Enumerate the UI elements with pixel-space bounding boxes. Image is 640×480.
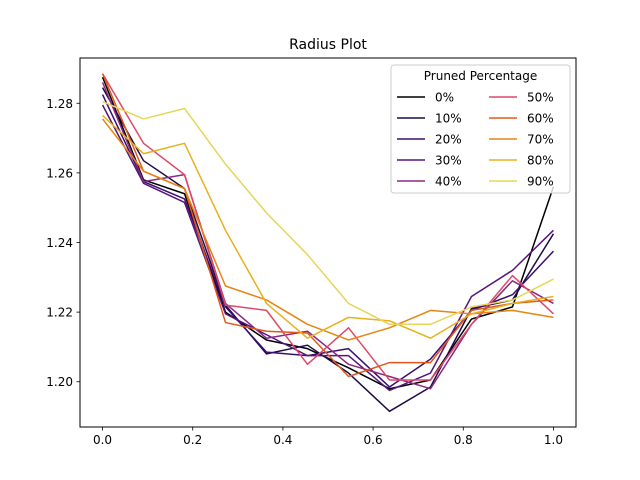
legend-label: 50% <box>527 91 554 105</box>
legend-label: 90% <box>527 175 554 189</box>
y-tick-label: 1.20 <box>46 375 73 389</box>
legend-label: 0% <box>435 91 454 105</box>
series-line-70pct <box>101 118 554 341</box>
series-line-50pct <box>101 73 554 381</box>
legend-label: 40% <box>435 175 462 189</box>
y-tick-label: 1.24 <box>46 236 73 250</box>
x-tick-label: 1.0 <box>544 433 563 447</box>
y-tick-label: 1.28 <box>46 97 73 111</box>
legend-label: 80% <box>527 154 554 168</box>
chart-title: Radius Plot <box>289 37 367 53</box>
x-axis: 0.0 0.2 0.4 0.6 0.8 1.0 <box>93 427 563 447</box>
y-tick-label: 1.26 <box>46 166 73 180</box>
legend-label: 70% <box>527 133 554 147</box>
y-tick-label: 1.22 <box>46 306 73 320</box>
legend-box <box>390 64 571 194</box>
series-layer <box>101 73 555 413</box>
series-line-90pct <box>102 100 554 326</box>
x-tick-label: 0.2 <box>183 433 202 447</box>
legend-label: 60% <box>527 112 554 126</box>
legend: Pruned Percentage 0% 10% 20% 30% 40% 50% 60% 70%… <box>390 64 571 194</box>
y-axis: 1.20 1.22 1.24 1.26 1.28 <box>46 97 80 389</box>
x-tick-label: 0.6 <box>364 433 383 447</box>
legend-label: 20% <box>435 133 462 147</box>
legend-label: 30% <box>435 154 462 168</box>
series-line-80pct <box>102 114 554 339</box>
legend-label: 10% <box>435 112 462 126</box>
x-tick-label: 0.8 <box>454 433 473 447</box>
series-line-20pct <box>101 94 554 388</box>
legend-title: Pruned Percentage <box>424 69 538 83</box>
x-tick-label: 0.0 <box>93 433 112 447</box>
x-tick-label: 0.4 <box>273 433 292 447</box>
